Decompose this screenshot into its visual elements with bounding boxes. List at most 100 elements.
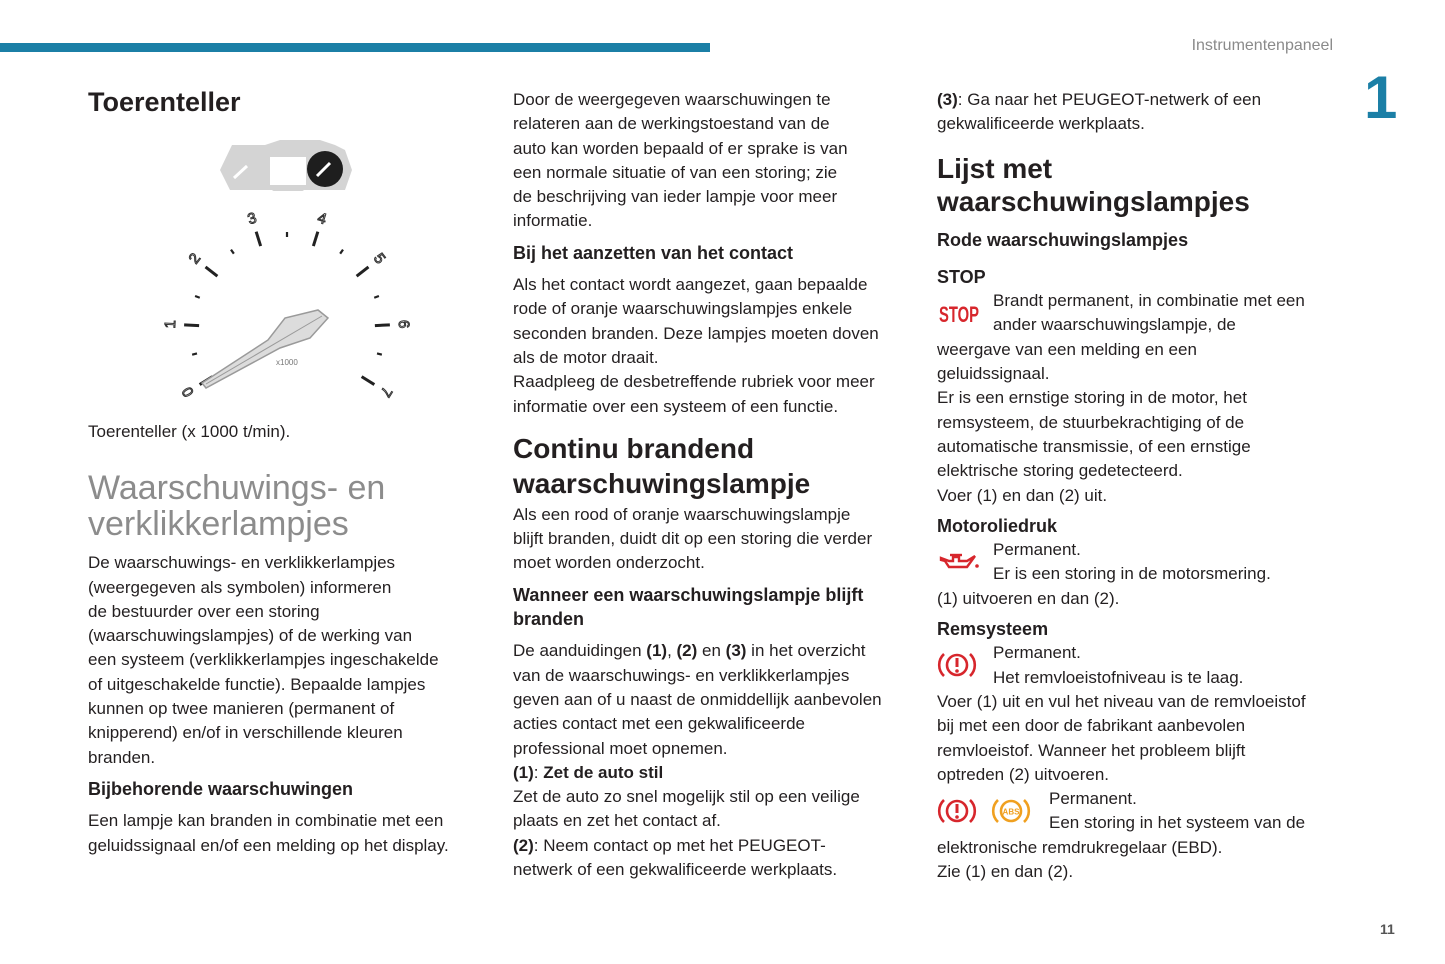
text-line: (weergegeven als symbolen) informeren — [88, 577, 392, 597]
text-line: Voer (1) en dan (2) uit. — [937, 485, 1108, 505]
gauge-major-tick — [204, 265, 219, 278]
text-line: weergave van een melding en een — [937, 339, 1197, 359]
paragraph: Door de weergegeven waarschuwingen te rel… — [513, 88, 918, 234]
text-line: rode of oranje waarschuwingslampjes enke… — [513, 299, 853, 319]
text-line: plaats en zet het contact af. — [513, 811, 721, 831]
subheading: Bijbehorende waarschuwingen — [88, 777, 488, 801]
bold-text: (1) — [646, 641, 668, 661]
gauge-minor-tick — [373, 294, 380, 299]
brake-warning-icon — [937, 648, 977, 682]
text-line: branden. — [88, 747, 156, 767]
paragraph: Als een rood of oranje waarschuwingslamp… — [513, 503, 918, 576]
tachometer-illustration: 0 1 2 3 4 5 6 7 x1000 — [161, 140, 413, 400]
gauge-major-tick — [184, 323, 200, 328]
text-line: professional moet opnemen. — [513, 738, 728, 758]
subheading: Wanneer een waarschuwingslampje blijft br… — [513, 583, 918, 632]
gauge-tick-label: 2 — [186, 250, 205, 267]
text-line: elektrische storing gedetecteerd. — [937, 461, 1183, 481]
svg-text:ABS: ABS — [1003, 808, 1021, 817]
paragraph: Toerenteller (x 1000 t/min). — [88, 420, 488, 444]
text-line: Waarschuwings- en — [88, 469, 386, 508]
gauge-minor-tick — [194, 294, 201, 299]
text-line: blijft branden, duidt dit op een storing… — [513, 529, 873, 549]
text-line: Brandt permanent, in combinatie met een — [993, 291, 1305, 311]
text-line: Wanneer een waarschuwingslampje blijft — [513, 584, 864, 605]
bold-text: (2) — [513, 835, 534, 855]
text-line: bij met een door de fabrikant aanbevolen — [937, 716, 1246, 736]
subsection-heading: Rode waarschuwingslampjes — [937, 228, 1347, 252]
text-line: remsysteem, de stuurbekrachtiging of de — [937, 412, 1245, 432]
text-line: Toerenteller (x 1000 t/min). — [88, 422, 291, 441]
warning-lamp-icons: ABS — [937, 787, 1031, 835]
stop-warning-icon: STOP — [937, 300, 981, 326]
text-line: als de motor draait. — [513, 347, 659, 367]
text-line: een systeem (verklikkerlampjes ingeschak… — [88, 650, 439, 670]
text-line: Er is een ernstige storing in de motor, … — [937, 388, 1247, 408]
text-line: De aanduidingen (1), (2) en (3) in het o… — [513, 639, 918, 663]
text-line: Continu brandend — [513, 432, 755, 464]
text: en — [697, 641, 726, 661]
gauge-major-tick — [355, 265, 370, 278]
text-line: of uitgeschakelde functie). Bepaalde lam… — [88, 674, 426, 694]
text-line: acties contact met een gekwalificeerde — [513, 714, 805, 734]
text-line: branden — [513, 609, 585, 630]
text: : Ga naar het PEUGEOT-netwerk of een — [957, 90, 1262, 109]
text-line: de bestuurder over een storing — [88, 601, 320, 621]
text-line: Het remvloeistofniveau is te laag. — [993, 667, 1244, 687]
bold-text: (3) — [725, 641, 747, 661]
dashboard-icon — [220, 140, 352, 191]
warning-lamp-entry: Permanent. Het remvloeistofniveau is te l… — [937, 641, 1347, 787]
gauge-major-tick — [311, 231, 320, 247]
text-line: Motoroliedruk — [937, 515, 1057, 536]
chapter-number: 1 — [1364, 64, 1398, 131]
text-line: (waarschuwingslampjes) of de werking van — [88, 626, 413, 646]
text-line: Een lampje kan branden in combinatie met… — [88, 811, 444, 831]
gauge-major-tick — [374, 323, 390, 328]
text-line: STOP — [937, 266, 986, 287]
column-right: (3): Ga naar het PEUGEOT-netwerk of een g… — [937, 88, 1347, 884]
text-line: van de waarschuwings- en verklikkerlampj… — [513, 665, 850, 685]
gauge-major-tick — [360, 375, 376, 386]
paragraph: Als het contact wordt aangezet, gaan bep… — [513, 273, 918, 419]
subheading: Bij het aanzetten van het contact — [513, 241, 918, 265]
gauge-tick-label: 1 — [162, 320, 179, 329]
column-middle: Door de weergegeven waarschuwingen te rel… — [513, 88, 918, 882]
gauge-minor-tick — [376, 352, 383, 356]
warning-lamp-icons: STOP — [937, 289, 981, 337]
text-line: Remsysteem — [937, 619, 1049, 640]
text-line: Voer (1) uit en vul het niveau van de re… — [937, 691, 1306, 711]
gauge-tick-label: 5 — [370, 250, 389, 267]
text-line: (2): Neem contact op met het PEUGEOT- — [513, 834, 918, 858]
text-line: optreden (2) uitvoeren. — [937, 764, 1109, 784]
text-line: waarschuwingslampjes — [937, 185, 1250, 217]
text-line: Als het contact wordt aangezet, gaan bep… — [513, 275, 868, 295]
subheading: Motoroliedruk — [937, 514, 1347, 538]
text-line: geven aan of u naast de onmiddellijk aan… — [513, 689, 882, 709]
gauge-major-tick — [254, 231, 263, 247]
gauge-tick-label: 7 — [376, 384, 395, 400]
paragraph: De aanduidingen (1), (2) en (3) in het o… — [513, 639, 918, 882]
paragraph: (3): Ga naar het PEUGEOT-netwerk of een g… — [937, 88, 1347, 137]
text-line: knipperend) en/of in verschillende kleur… — [88, 723, 403, 743]
text-line: gekwalificeerde werkplaats. — [937, 114, 1145, 134]
text-line: verklikkerlampjes — [88, 505, 349, 544]
text: De aanduidingen — [513, 641, 647, 661]
header-accent-bar — [0, 43, 710, 52]
text-line: de beschrijving van ieder lampje voor me… — [513, 187, 838, 207]
text-line: Permanent. — [1049, 789, 1137, 809]
text: : — [533, 762, 544, 782]
warning-lamp-entry: ABS Permanent. Een storing in het systeem … — [937, 787, 1347, 884]
text-line: Er is een storing in de motorsmering. — [993, 564, 1271, 584]
text-line: elektronische remdrukregelaar (EBD). — [937, 837, 1223, 857]
text: : Neem contact op met het PEUGEOT- — [533, 835, 826, 855]
text-line: Lijst met — [937, 152, 1053, 184]
warning-lamp-entry: Permanent. Er is een storing in de motors… — [937, 538, 1347, 611]
bold-text: (3) — [937, 90, 958, 109]
text-line: relateren aan de werkingstoestand van de — [513, 114, 830, 134]
paragraph: De waarschuwings- en verklikkerlampjes (w… — [88, 551, 488, 770]
section-heading: Waarschuwings- en verklikkerlampjes — [88, 470, 488, 542]
text-line: ander waarschuwingslampje, de — [993, 315, 1236, 335]
text: in het overzicht — [746, 641, 866, 661]
text-line: een normale situatie of van een storing;… — [513, 162, 838, 182]
tachometer-figure: 0 1 2 3 4 5 6 7 x1000 — [88, 119, 488, 420]
